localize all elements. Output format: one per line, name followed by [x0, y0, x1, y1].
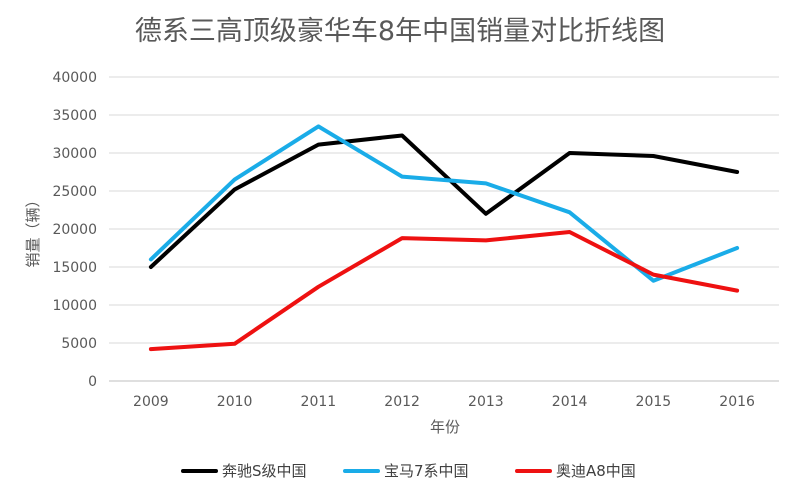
x-tick-label: 2009 — [133, 394, 169, 410]
y-tick-label: 40000 — [52, 70, 97, 86]
x-axis-label: 年份 — [430, 418, 460, 436]
legend-label: 奥迪A8中国 — [556, 462, 636, 480]
y-tick-label: 20000 — [52, 222, 97, 238]
x-tick-label: 2012 — [384, 394, 420, 410]
y-tick-label: 15000 — [52, 260, 97, 276]
x-tick-label: 2010 — [217, 394, 253, 410]
x-tick-label: 2011 — [301, 394, 337, 410]
legend-label: 宝马7系中国 — [384, 462, 469, 480]
series-line-3 — [148, 230, 740, 352]
x-tick-label: 2016 — [719, 394, 755, 410]
chart-title: 德系三高顶级豪华车8年中国销量对比折线图 — [135, 16, 665, 47]
y-tick-label: 30000 — [52, 146, 97, 162]
y-tick-label: 35000 — [52, 108, 97, 124]
y-tick-label: 0 — [88, 374, 97, 390]
legend-label: 奔驰S级中国 — [222, 462, 307, 480]
x-tick-label: 2013 — [468, 394, 504, 410]
x-tick-label: 2014 — [552, 394, 588, 410]
x-tick-label: 2015 — [636, 394, 672, 410]
y-axis-label: 销量（辆） — [24, 192, 42, 267]
series-line-2 — [148, 124, 740, 283]
series-line-1 — [148, 133, 740, 269]
y-tick-label: 25000 — [52, 184, 97, 200]
y-tick-label: 10000 — [52, 298, 97, 314]
y-tick-label: 5000 — [61, 336, 97, 352]
